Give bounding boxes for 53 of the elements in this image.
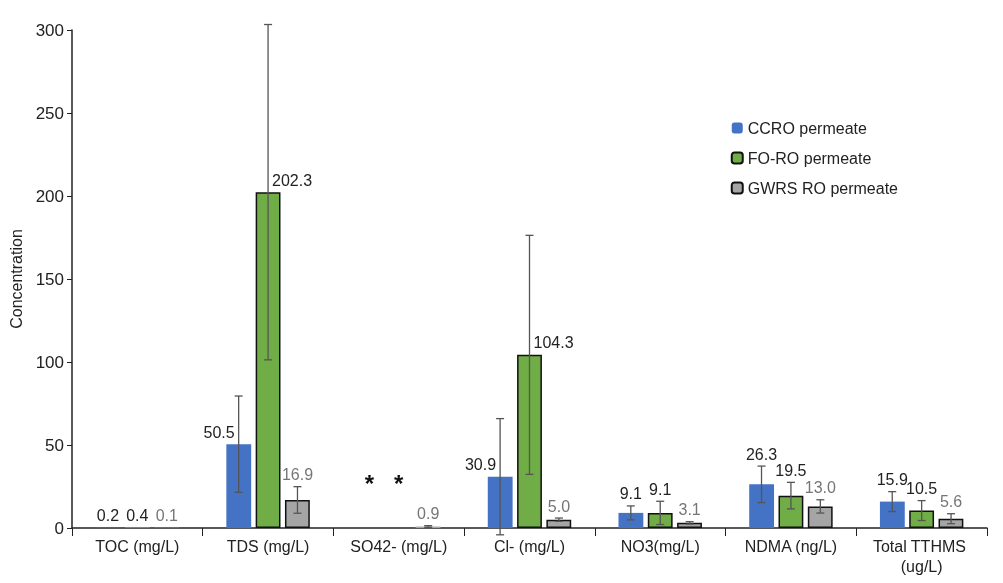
data-label: 10.5 <box>906 480 938 498</box>
legend-label: GWRS RO permeate <box>747 179 899 197</box>
data-label: 26.3 <box>745 445 778 463</box>
bar <box>487 476 513 528</box>
data-label: 202.3 <box>272 171 313 189</box>
annotation: * <box>364 469 375 497</box>
data-label: 0.4 <box>126 506 149 524</box>
y-tick-label: 200 <box>35 186 64 206</box>
y-tick-label: 150 <box>35 269 64 289</box>
data-label: 0.1 <box>155 507 178 525</box>
bar <box>284 499 310 528</box>
bar <box>879 501 905 528</box>
bar <box>546 519 572 528</box>
annotation: * <box>394 469 405 497</box>
x-tick-label: Total TTHMS (ug/L) <box>872 537 971 575</box>
data-label: 9.1 <box>649 480 672 498</box>
bar <box>226 444 252 528</box>
x-tick-label: Cl- (mg/L) <box>493 537 566 555</box>
y-tick-label: 250 <box>35 103 64 123</box>
x-tick-label: TOC (mg/L) <box>95 537 180 555</box>
bar <box>909 510 935 528</box>
bar <box>938 518 964 528</box>
data-label: 0.9 <box>417 505 440 523</box>
data-label: 15.9 <box>876 471 908 489</box>
y-axis-title: Concentration <box>7 229 25 329</box>
data-label: 19.5 <box>775 461 807 479</box>
legend-label: FO-RO permeate <box>747 149 872 167</box>
data-label: 3.1 <box>678 501 701 519</box>
data-label: 0.2 <box>96 507 120 525</box>
data-label: 50.5 <box>203 423 235 441</box>
data-label: 13.0 <box>804 479 837 497</box>
y-tick-label: 0 <box>54 518 64 538</box>
legend-label: CCRO permeate <box>747 119 867 137</box>
data-label: 16.9 <box>281 466 314 484</box>
bar <box>517 354 542 528</box>
x-tick-label: TDS (mg/L) <box>226 537 310 555</box>
bar <box>749 484 775 528</box>
y-tick-label: 50 <box>45 435 64 455</box>
bar <box>255 192 281 528</box>
y-tick-label: 300 <box>35 20 64 40</box>
x-tick-label: SO42- (mg/L) <box>350 537 448 555</box>
x-tick-label: NO3(mg/L) <box>620 537 700 555</box>
data-label: 5.0 <box>547 497 571 515</box>
data-label: 9.1 <box>619 485 643 503</box>
y-tick-label: 100 <box>35 352 64 372</box>
data-label: 104.3 <box>533 334 574 352</box>
bar <box>647 512 673 528</box>
data-label: 30.9 <box>464 456 497 474</box>
data-label: 5.6 <box>939 493 963 511</box>
bar <box>778 495 804 528</box>
bar <box>618 512 644 528</box>
bar <box>807 506 833 528</box>
x-tick-label: NDMA (ng/L) <box>744 537 838 555</box>
